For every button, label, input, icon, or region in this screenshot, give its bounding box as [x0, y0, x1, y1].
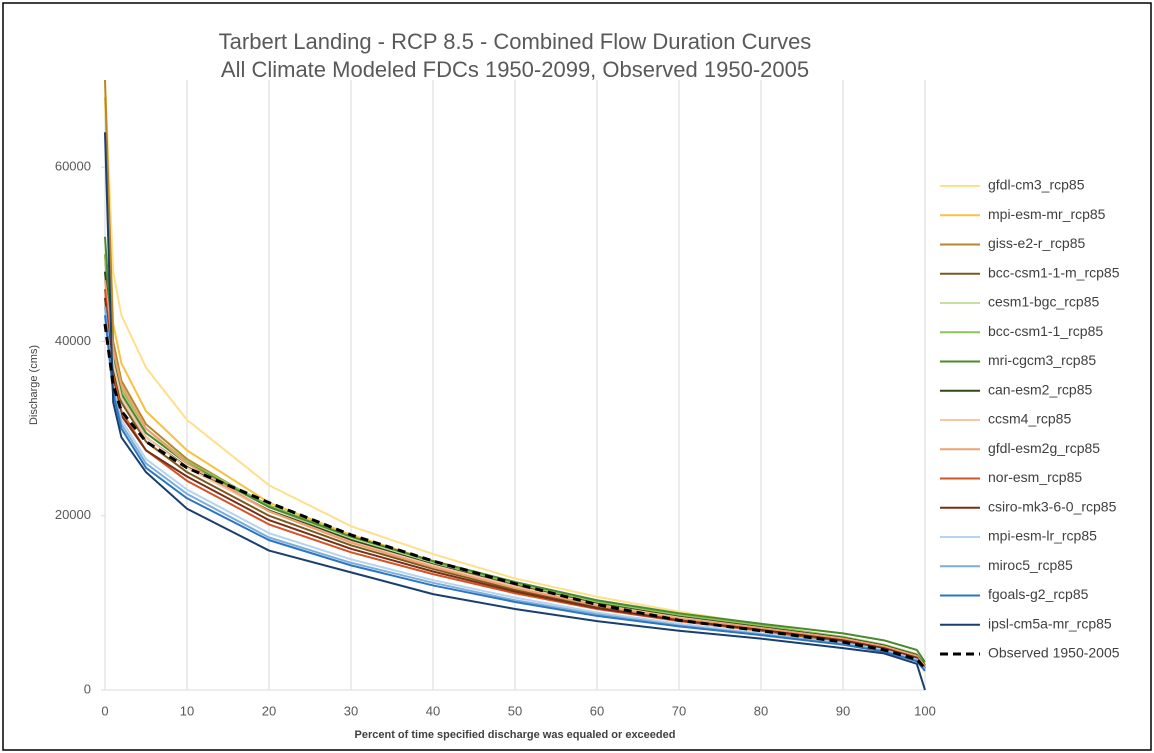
legend-label: mri-cgcm3_rcp85 — [988, 352, 1096, 368]
legend-label: giss-e2-r_rcp85 — [988, 235, 1085, 251]
y-tick-label: 60000 — [55, 159, 91, 174]
legend-label: miroc5_rcp85 — [988, 557, 1073, 573]
legend-label: bcc-csm1-1-m_rcp85 — [988, 264, 1120, 280]
series-line — [104, 315, 926, 672]
series-line — [104, 280, 926, 668]
x-tick-label: 90 — [836, 703, 850, 718]
legend-label: ccsm4_rcp85 — [988, 411, 1071, 427]
y-tick-label: 20000 — [55, 507, 91, 522]
legend-label: csiro-mk3-6-0_rcp85 — [988, 498, 1117, 514]
y-tick-label: 40000 — [55, 333, 91, 348]
legend-label: nor-esm_rcp85 — [988, 469, 1082, 485]
legend-label: ipsl-cm5a-mr_rcp85 — [988, 615, 1112, 631]
series-line — [104, 297, 926, 669]
x-tick-label: 30 — [344, 703, 358, 718]
x-tick-label: 70 — [672, 703, 686, 718]
chart-subtitle: All Climate Modeled FDCs 1950-2099, Obse… — [221, 57, 809, 82]
legend-label: can-esm2_rcp85 — [988, 381, 1092, 397]
legend-label: fgoals-g2_rcp85 — [988, 586, 1089, 602]
legend-label: cesm1-bgc_rcp85 — [988, 294, 1099, 310]
x-tick-label: 60 — [590, 703, 604, 718]
series-line — [103, 323, 927, 670]
legend-label: mpi-esm-lr_rcp85 — [988, 528, 1097, 544]
legend-label: mpi-esm-mr_rcp85 — [988, 206, 1106, 222]
chart-title: Tarbert Landing - RCP 8.5 - Combined Flo… — [219, 29, 812, 54]
x-tick-label: 20 — [262, 703, 276, 718]
x-tick-label: 10 — [180, 703, 194, 718]
x-tick-label: 40 — [426, 703, 440, 718]
x-axis-label: Percent of time specified discharge was … — [355, 729, 676, 741]
legend-label: Observed 1950-2005 — [988, 645, 1120, 661]
x-tick-label: 80 — [754, 703, 768, 718]
y-axis-label: Discharge (cms) — [28, 345, 40, 425]
x-tick-label: 50 — [508, 703, 522, 718]
y-tick-label: 0 — [84, 681, 91, 696]
legend-label: gfdl-cm3_rcp85 — [988, 177, 1085, 193]
x-tick-label: 0 — [101, 703, 108, 718]
x-tick-label: 100 — [914, 703, 936, 718]
legend-label: gfdl-esm2g_rcp85 — [988, 440, 1100, 456]
legend-label: bcc-csm1-1_rcp85 — [988, 323, 1103, 339]
series-line — [104, 132, 926, 691]
